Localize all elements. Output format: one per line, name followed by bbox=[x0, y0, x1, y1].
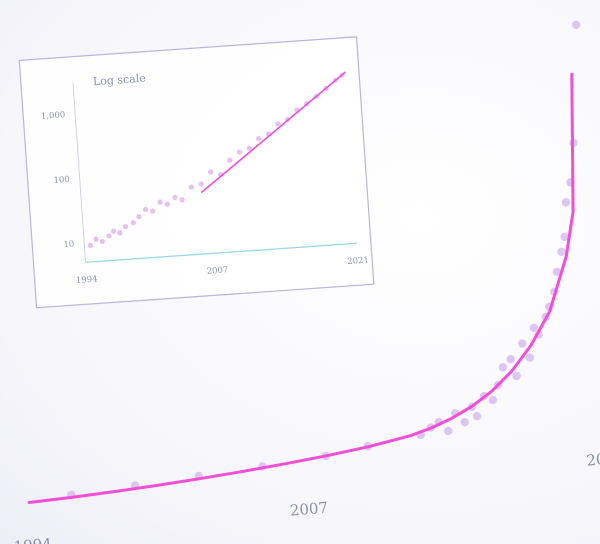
data-point bbox=[571, 20, 581, 29]
inset-data-point bbox=[236, 149, 243, 155]
data-point bbox=[518, 339, 527, 348]
inset-data-point bbox=[172, 194, 178, 200]
inset-y-tick-label: 10 bbox=[63, 240, 74, 251]
inset-data-point bbox=[188, 184, 194, 190]
data-point bbox=[506, 355, 516, 364]
data-point bbox=[560, 232, 569, 242]
inset-trend-line bbox=[201, 71, 346, 193]
inset-x-tick-label: 2007 bbox=[206, 265, 228, 276]
x-tick-label: 2021 bbox=[586, 448, 600, 469]
data-point bbox=[525, 353, 535, 362]
inset-y-tick-label: 100 bbox=[53, 175, 70, 186]
inset-y-tick-label: 1,000 bbox=[41, 110, 66, 122]
inset-data-point bbox=[157, 199, 163, 205]
inset-data-point bbox=[207, 169, 214, 175]
main-chart: 1994 2007 2021 bbox=[13, 20, 600, 544]
x-axis-line bbox=[85, 242, 357, 263]
inset-title: Log scale bbox=[93, 72, 147, 89]
data-point bbox=[444, 426, 453, 436]
x-tick-label: 1994 bbox=[13, 535, 53, 544]
inset-data-point bbox=[256, 136, 262, 142]
data-point bbox=[512, 371, 521, 381]
inset-data-point bbox=[227, 157, 233, 163]
data-point bbox=[557, 247, 566, 257]
inset-data-point bbox=[130, 220, 136, 226]
inset-data-point bbox=[93, 236, 99, 242]
data-point bbox=[460, 418, 469, 427]
data-point bbox=[498, 363, 508, 372]
inset-data-point bbox=[246, 145, 252, 151]
inset-data-point bbox=[117, 230, 123, 236]
data-point bbox=[529, 323, 539, 333]
x-tick-label: 2007 bbox=[289, 498, 329, 519]
data-point bbox=[552, 267, 562, 277]
y-axis-line bbox=[72, 82, 87, 263]
inset-data-point bbox=[99, 238, 105, 245]
inset-data-point bbox=[87, 242, 93, 248]
inset-data-point bbox=[150, 208, 156, 214]
inset-data-point bbox=[179, 197, 185, 203]
inset-frame bbox=[18, 36, 375, 309]
inset-data-point bbox=[122, 224, 129, 230]
inset-data-point bbox=[111, 228, 117, 234]
data-point bbox=[472, 412, 482, 421]
data-point bbox=[561, 198, 571, 207]
inset-chart: Log scale 10 100 1,000 1994 2007 2021 bbox=[18, 36, 375, 309]
inset-data-point bbox=[164, 201, 170, 207]
inset-x-tick-label: 1994 bbox=[76, 274, 98, 285]
data-point bbox=[488, 395, 498, 405]
trend-line bbox=[27, 72, 575, 504]
inset-data-point bbox=[198, 181, 204, 187]
inset-data-point bbox=[136, 214, 142, 220]
inset-data-point bbox=[106, 233, 112, 239]
inset-data-point bbox=[275, 121, 281, 127]
inset-x-tick-label: 2021 bbox=[347, 255, 369, 266]
inset-data-point bbox=[142, 206, 149, 213]
